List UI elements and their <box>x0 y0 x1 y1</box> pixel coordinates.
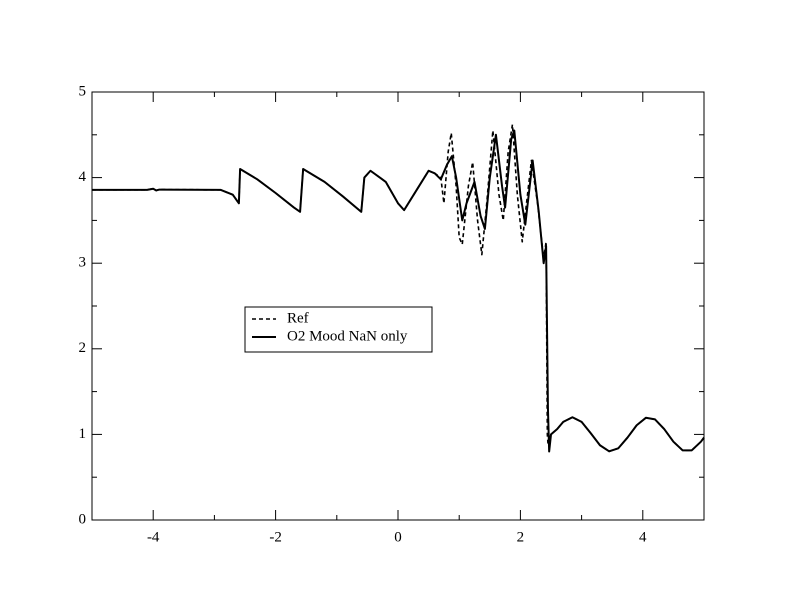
x-tick-label: 2 <box>517 529 525 545</box>
x-tick-label: 4 <box>639 529 647 545</box>
x-tick-label: 0 <box>394 529 402 545</box>
y-tick-label: 0 <box>79 511 87 527</box>
y-tick-label: 4 <box>79 169 87 185</box>
x-tick-label: -2 <box>269 529 282 545</box>
y-tick-label: 3 <box>79 255 87 271</box>
x-tick-label: -4 <box>147 529 160 545</box>
legend-label: O2 Mood NaN only <box>287 328 408 344</box>
legend-label: Ref <box>287 310 309 326</box>
data-line <box>92 129 705 453</box>
legend-box <box>244 306 433 353</box>
y-tick-label: 2 <box>79 340 87 356</box>
y-tick-label: 5 <box>79 83 87 99</box>
y-tick-label: 1 <box>79 426 87 442</box>
